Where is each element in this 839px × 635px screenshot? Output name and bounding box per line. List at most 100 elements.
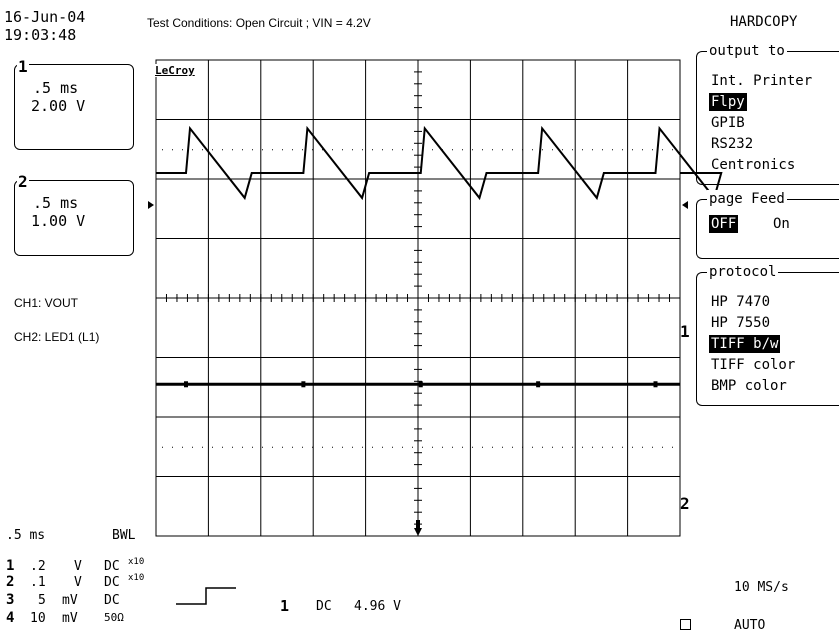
output-option-centronics[interactable]: Centronics: [711, 157, 796, 173]
reference-dot: [652, 149, 653, 151]
reference-dot: [542, 446, 543, 448]
page-feed-off[interactable]: OFF: [709, 215, 739, 233]
output-option-int-printer[interactable]: Int. Printer: [711, 73, 813, 89]
reference-dot: [222, 446, 223, 448]
reference-dot: [472, 149, 473, 151]
grid: [155, 59, 681, 537]
output-option-gpib[interactable]: GPIB: [711, 115, 745, 131]
status-ch2-probe: x10: [128, 573, 145, 583]
reference-dot: [502, 446, 503, 448]
reference-dot: [502, 149, 503, 151]
reference-dot: [632, 446, 633, 448]
reference-dot: [312, 446, 313, 448]
reference-dot: [432, 446, 433, 448]
ch2-pulse-marker: [301, 381, 306, 388]
reference-dot: [202, 149, 203, 151]
protocol-option-hp7550[interactable]: HP 7550: [711, 315, 771, 331]
reference-dot: [642, 149, 643, 151]
reference-dot: [242, 149, 243, 151]
channel-2-box[interactable]: 2 .5 ms 1.00 V: [14, 172, 134, 256]
output-to-panel[interactable]: output to Int. Printer Flpy GPIB RS232 C…: [696, 42, 839, 185]
ch1-trace-marker: 1: [680, 322, 690, 341]
reference-dot: [202, 446, 203, 448]
reference-dot: [562, 149, 563, 151]
reference-dot: [192, 446, 193, 448]
status-ch4-num: 4: [6, 610, 15, 626]
protocol-option-tiff-color[interactable]: TIFF color: [711, 357, 796, 373]
status-ch1-scale: .2: [30, 559, 46, 574]
hardcopy-title: HARDCOPY: [730, 14, 798, 30]
reference-dot: [212, 446, 213, 448]
reference-dot: [272, 149, 273, 151]
page-feed-label: page Feed: [707, 190, 787, 208]
reference-dot: [292, 149, 293, 151]
reference-dot: [462, 149, 463, 151]
reference-dot: [242, 446, 243, 448]
page-feed-on[interactable]: On: [773, 216, 790, 232]
reference-dot: [622, 149, 623, 151]
reference-dot: [162, 149, 163, 151]
status-ch3-coupling: DC: [104, 593, 120, 608]
page-feed-panel[interactable]: page Feed OFF On: [696, 190, 839, 259]
protocol-label: protocol: [707, 263, 779, 281]
ch2-pulse-marker: [184, 381, 188, 388]
traces: [156, 125, 723, 388]
reference-dot: [432, 149, 433, 151]
reference-dot: [452, 149, 453, 151]
reference-dot: [612, 446, 613, 448]
reference-dot: [412, 446, 413, 448]
reference-dot: [172, 149, 173, 151]
output-option-flpy[interactable]: Flpy: [709, 93, 747, 111]
ch1-trace: [156, 125, 723, 201]
test-conditions-label: Test Conditions: Open Circuit ; VIN = 4.…: [147, 16, 371, 30]
reference-dot: [332, 149, 333, 151]
reference-dot: [652, 446, 653, 448]
channel-2-volts: 1.00 V: [31, 212, 86, 230]
reference-dot: [372, 446, 373, 448]
auto-checkbox[interactable]: [680, 619, 691, 630]
output-option-rs232[interactable]: RS232: [711, 136, 754, 152]
ch1-level-arrow-left: [148, 201, 154, 209]
reference-dot: [322, 149, 323, 151]
reference-dot: [442, 446, 443, 448]
reference-dot: [492, 149, 493, 151]
reference-dot: [572, 446, 573, 448]
status-ch3-scale: 5: [38, 593, 46, 608]
protocol-option-bmp-color[interactable]: BMP color: [711, 378, 787, 394]
output-to-label: output to: [707, 42, 787, 60]
reference-dot: [402, 149, 403, 151]
reference-dot: [372, 149, 373, 151]
status-ch4-scale: 10: [30, 611, 46, 626]
reference-dot: [422, 446, 423, 448]
reference-dot: [262, 149, 263, 151]
reference-dot: [182, 446, 183, 448]
reference-dot: [542, 149, 543, 151]
protocol-option-tiff-bw[interactable]: TIFF b/w: [709, 335, 781, 353]
status-ch2-scale: .1: [30, 575, 46, 590]
trigger-position-arrow: [414, 520, 422, 536]
reference-dot: [532, 149, 533, 151]
protocol-panel[interactable]: protocol HP 7470 HP 7550 TIFF b/w TIFF c…: [696, 263, 839, 406]
reference-dot: [602, 149, 603, 151]
reference-dot: [552, 149, 553, 151]
trigger-mode: AUTO: [734, 618, 766, 633]
reference-dot: [472, 446, 473, 448]
channel-1-box[interactable]: 1 .5 ms 2.00 V: [14, 57, 134, 150]
reference-dot: [662, 446, 663, 448]
status-ch1-num: 1: [6, 558, 15, 574]
reference-dot: [182, 149, 183, 151]
protocol-option-hp7470[interactable]: HP 7470: [711, 294, 771, 310]
reference-dot: [162, 446, 163, 448]
reference-dot: [282, 149, 283, 151]
reference-dot: [602, 446, 603, 448]
reference-dot: [332, 446, 333, 448]
reference-dot: [482, 446, 483, 448]
reference-dot: [282, 446, 283, 448]
ch2-pulse-marker: [536, 381, 541, 388]
trigger-level: 4.96 V: [354, 599, 401, 614]
reference-dot: [672, 446, 673, 448]
reference-dot: [482, 149, 483, 151]
reference-dot: [232, 446, 233, 448]
status-ch4-coupling: 50Ω: [104, 611, 124, 624]
